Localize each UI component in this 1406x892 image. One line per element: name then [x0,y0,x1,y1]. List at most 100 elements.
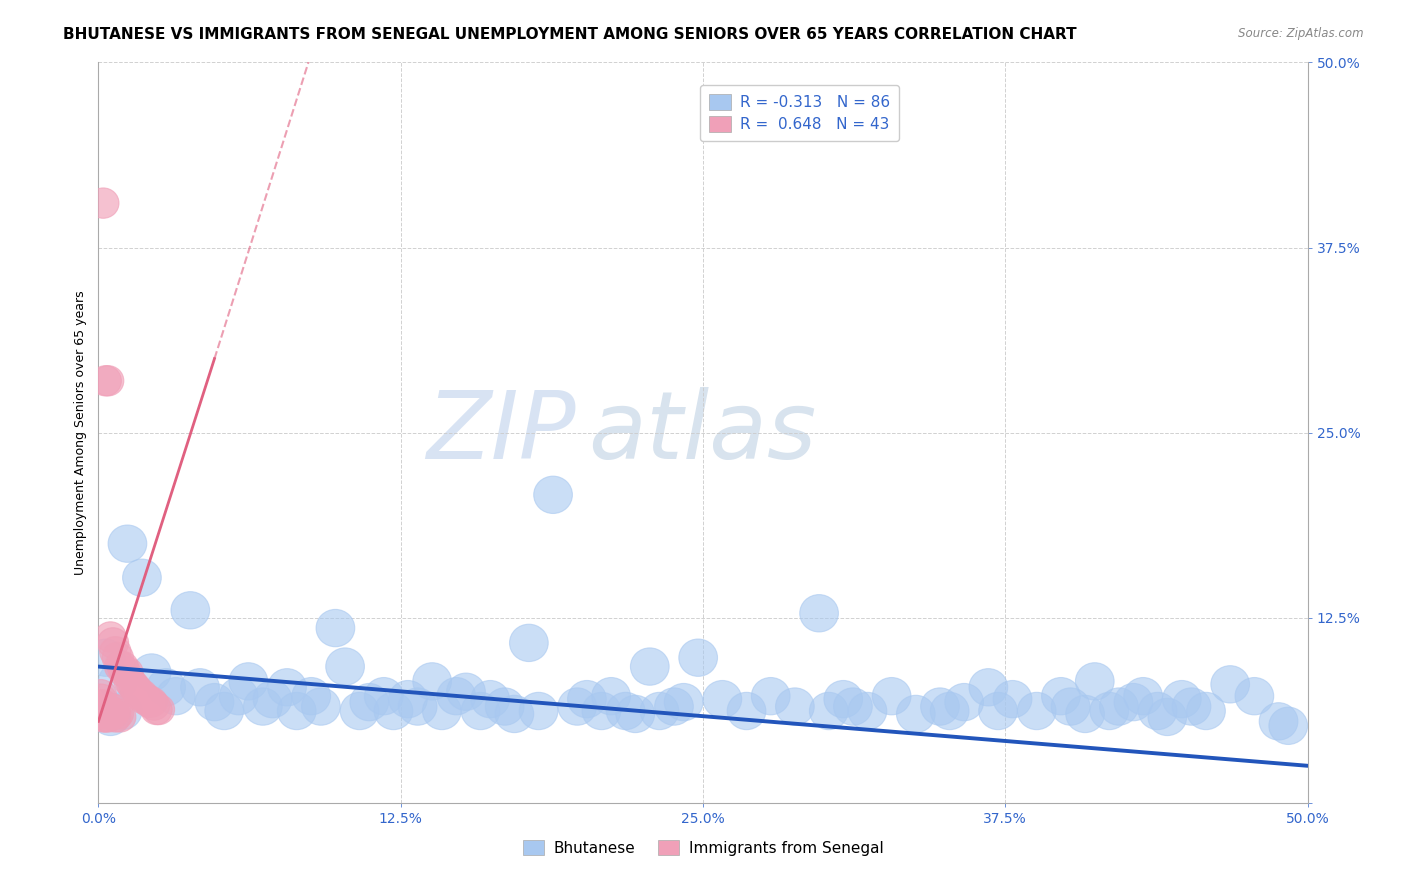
Ellipse shape [124,680,155,710]
Ellipse shape [1173,688,1211,725]
Ellipse shape [100,702,131,732]
Ellipse shape [86,680,117,710]
Ellipse shape [143,694,174,724]
Ellipse shape [87,188,120,219]
Ellipse shape [86,698,117,729]
Ellipse shape [834,688,872,725]
Ellipse shape [103,642,134,673]
Ellipse shape [117,669,148,699]
Ellipse shape [1066,695,1105,732]
Ellipse shape [138,690,170,720]
Ellipse shape [97,694,129,724]
Ellipse shape [90,366,121,396]
Ellipse shape [1123,678,1163,714]
Ellipse shape [664,683,703,721]
Ellipse shape [848,692,887,730]
Ellipse shape [1139,692,1177,730]
Ellipse shape [108,525,146,562]
Ellipse shape [374,692,413,730]
Ellipse shape [86,690,117,720]
Ellipse shape [120,673,150,703]
Ellipse shape [134,687,165,717]
Ellipse shape [86,684,117,714]
Ellipse shape [110,657,141,688]
Ellipse shape [132,654,172,691]
Ellipse shape [582,692,621,730]
Ellipse shape [461,692,501,730]
Ellipse shape [630,648,669,685]
Ellipse shape [136,687,167,717]
Ellipse shape [100,637,131,667]
Ellipse shape [495,695,534,732]
Y-axis label: Unemployment Among Seniors over 65 years: Unemployment Among Seniors over 65 years [75,290,87,575]
Ellipse shape [195,683,233,721]
Ellipse shape [1090,692,1129,730]
Ellipse shape [568,681,606,718]
Ellipse shape [131,684,163,714]
Ellipse shape [122,559,162,597]
Ellipse shape [87,694,120,724]
Text: Source: ZipAtlas.com: Source: ZipAtlas.com [1239,27,1364,40]
Ellipse shape [326,648,364,685]
Ellipse shape [111,657,143,688]
Ellipse shape [1052,688,1090,725]
Ellipse shape [471,681,509,718]
Ellipse shape [114,666,146,697]
Ellipse shape [413,663,451,700]
Ellipse shape [93,694,124,724]
Ellipse shape [243,688,283,725]
Ellipse shape [824,681,863,718]
Ellipse shape [509,624,548,662]
Ellipse shape [98,663,138,700]
Ellipse shape [1163,681,1201,718]
Ellipse shape [703,681,742,718]
Ellipse shape [679,639,717,676]
Ellipse shape [1211,665,1250,703]
Ellipse shape [422,692,461,730]
Ellipse shape [219,678,259,714]
Ellipse shape [534,476,572,514]
Ellipse shape [87,690,120,720]
Ellipse shape [86,694,117,724]
Ellipse shape [558,688,596,725]
Ellipse shape [97,628,129,658]
Ellipse shape [103,692,142,730]
Ellipse shape [316,609,354,647]
Ellipse shape [340,692,380,730]
Ellipse shape [1187,692,1226,730]
Ellipse shape [1042,678,1080,714]
Ellipse shape [229,663,267,700]
Ellipse shape [350,683,388,721]
Ellipse shape [1076,663,1114,700]
Ellipse shape [364,678,404,714]
Ellipse shape [1147,698,1187,736]
Ellipse shape [606,692,645,730]
Ellipse shape [93,366,124,396]
Ellipse shape [1260,703,1298,740]
Ellipse shape [277,692,316,730]
Ellipse shape [1268,707,1308,745]
Ellipse shape [86,639,125,676]
Ellipse shape [146,669,186,706]
Ellipse shape [592,678,630,714]
Ellipse shape [897,695,935,732]
Ellipse shape [810,692,848,730]
Ellipse shape [180,669,219,706]
Ellipse shape [100,694,131,724]
Ellipse shape [993,681,1032,718]
Ellipse shape [751,678,790,714]
Ellipse shape [655,688,693,725]
Ellipse shape [301,688,340,725]
Ellipse shape [485,688,524,725]
Legend: Bhutanese, Immigrants from Senegal: Bhutanese, Immigrants from Senegal [516,834,890,862]
Ellipse shape [172,591,209,629]
Ellipse shape [94,622,127,652]
Ellipse shape [398,688,437,725]
Ellipse shape [107,651,138,681]
Ellipse shape [437,678,475,714]
Text: BHUTANESE VS IMMIGRANTS FROM SENEGAL UNEMPLOYMENT AMONG SENIORS OVER 65 YEARS CO: BHUTANESE VS IMMIGRANTS FROM SENEGAL UNE… [63,27,1077,42]
Ellipse shape [1018,692,1056,730]
Ellipse shape [921,688,959,725]
Ellipse shape [969,669,1008,706]
Ellipse shape [267,669,307,706]
